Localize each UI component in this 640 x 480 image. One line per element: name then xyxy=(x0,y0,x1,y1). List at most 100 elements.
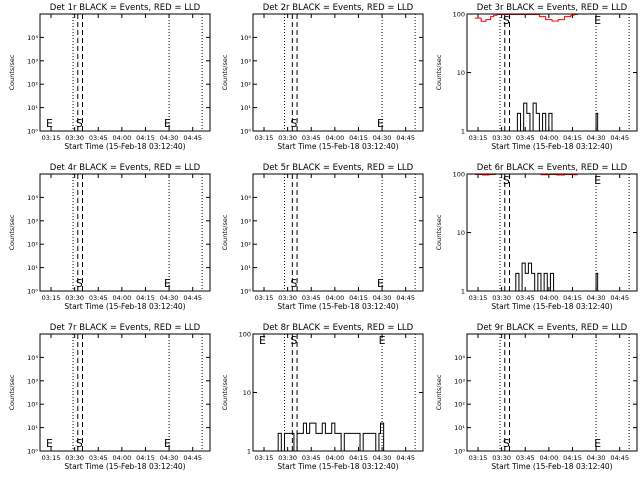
panel-title: Det 9r BLACK = Events, RED = LLD xyxy=(477,323,628,333)
x-tick-label: 04:30 xyxy=(587,294,606,302)
event-marker: S xyxy=(290,334,297,347)
event-marker: E xyxy=(377,277,384,290)
plot-frame xyxy=(39,333,211,452)
y-tick-label: 10² xyxy=(27,81,38,89)
y-tick-label: 10⁰ xyxy=(240,128,251,136)
x-tick-label: 03:45 xyxy=(89,294,108,302)
x-tick-label: 04:00 xyxy=(112,294,131,302)
x-tick-label: 03:30 xyxy=(278,294,297,302)
x-tick-label: 03:45 xyxy=(302,294,321,302)
y-axis-label: Counts/sec xyxy=(435,214,443,250)
x-tick-label: 04:45 xyxy=(396,294,415,302)
x-tick-label: 03:15 xyxy=(469,134,488,142)
x-tick-label: 04:45 xyxy=(396,134,415,142)
plot-frame xyxy=(252,13,424,132)
event-marker: S xyxy=(76,117,83,130)
x-axis-label: Start Time (15-Feb-18 03:12:40) xyxy=(277,462,398,471)
event-marker: E xyxy=(259,334,266,347)
y-tick-label: 10² xyxy=(454,401,465,409)
x-tick-label: 04:00 xyxy=(325,454,344,462)
y-tick-label: 10² xyxy=(27,241,38,249)
y-tick-label: 10⁴ xyxy=(27,194,38,202)
x-tick-label: 04:00 xyxy=(325,294,344,302)
y-tick-label: 100 xyxy=(453,11,465,19)
y-tick-label: 10³ xyxy=(27,57,38,65)
x-tick-label: 04:30 xyxy=(373,454,392,462)
x-axis-label: Start Time (15-Feb-18 03:12:40) xyxy=(491,462,612,471)
y-tick-label: 100 xyxy=(453,171,465,179)
x-tick-label: 03:45 xyxy=(89,134,108,142)
y-tick-label: 10³ xyxy=(454,377,465,385)
plot-frame xyxy=(39,173,211,292)
y-tick-label: 10³ xyxy=(27,217,38,225)
x-tick-label: 03:45 xyxy=(516,134,535,142)
event-marker: E xyxy=(46,117,53,130)
panel-title: Det 7r BLACK = Events, RED = LLD xyxy=(50,323,201,333)
x-tick-label: 04:45 xyxy=(610,294,629,302)
event-marker: E xyxy=(377,117,384,130)
x-tick-label: 03:15 xyxy=(255,454,274,462)
y-tick-label: 10⁴ xyxy=(240,194,251,202)
x-tick-label: 03:30 xyxy=(65,454,84,462)
y-tick-label: 10¹ xyxy=(240,264,251,272)
plot-frame xyxy=(466,13,638,132)
panel-title: Det 8r BLACK = Events, RED = LLD xyxy=(263,323,414,333)
y-tick-label: 10¹ xyxy=(27,424,38,432)
event-marker: E xyxy=(164,437,171,450)
event-marker: E xyxy=(594,437,601,450)
y-tick-label: 10¹ xyxy=(454,424,465,432)
panel-det-2r: Det 2r BLACK = Events, RED = LLD 10⁰ 10¹ 10… xyxy=(221,3,424,151)
plot-frame xyxy=(466,173,638,292)
event-marker: S xyxy=(290,117,297,130)
x-axis-label: Start Time (15-Feb-18 03:12:40) xyxy=(64,462,185,471)
panel-title: Det 2r BLACK = Events, RED = LLD xyxy=(263,3,414,13)
event-marker: E xyxy=(594,174,601,187)
x-tick-label: 04:30 xyxy=(373,294,392,302)
event-marker: E xyxy=(46,437,53,450)
x-tick-label: 04:00 xyxy=(539,294,558,302)
x-tick-label: 03:30 xyxy=(65,134,84,142)
event-marker: S xyxy=(503,14,510,27)
series-line xyxy=(474,173,578,176)
x-tick-label: 04:30 xyxy=(587,454,606,462)
panel-title: Det 3r BLACK = Events, RED = LLD xyxy=(477,3,628,13)
x-tick-label: 03:45 xyxy=(302,454,321,462)
x-tick-label: 04:15 xyxy=(349,134,368,142)
event-marker: S xyxy=(76,277,83,290)
x-tick-label: 04:15 xyxy=(136,134,155,142)
x-tick-label: 04:00 xyxy=(539,134,558,142)
y-tick-label: 10 xyxy=(457,69,465,77)
y-tick-label: 10² xyxy=(240,81,251,89)
x-tick-label: 04:15 xyxy=(563,294,582,302)
y-tick-label: 1 xyxy=(461,128,465,136)
x-tick-label: 03:45 xyxy=(516,454,535,462)
panel-det-4r: Det 4r BLACK = Events, RED = LLD 10⁰ 10¹ 10… xyxy=(8,163,211,311)
x-tick-label: 04:00 xyxy=(112,454,131,462)
y-tick-label: 10³ xyxy=(27,377,38,385)
x-tick-label: 03:30 xyxy=(492,454,511,462)
event-marker: S xyxy=(290,277,297,290)
y-axis-label: Counts/sec xyxy=(221,54,229,90)
x-tick-label: 04:00 xyxy=(112,134,131,142)
x-tick-label: 04:30 xyxy=(160,134,179,142)
x-tick-label: 03:45 xyxy=(89,454,108,462)
y-tick-label: 10⁰ xyxy=(240,288,251,296)
event-marker: S xyxy=(503,174,510,187)
y-tick-label: 100 xyxy=(239,331,251,339)
x-tick-label: 03:15 xyxy=(469,294,488,302)
series-line xyxy=(512,262,599,292)
event-marker: E xyxy=(164,277,171,290)
x-tick-label: 04:00 xyxy=(539,454,558,462)
y-axis-label: Counts/sec xyxy=(221,214,229,250)
panel-det-5r: Det 5r BLACK = Events, RED = LLD 10⁰ 10¹ 10… xyxy=(221,163,424,311)
x-tick-label: 03:15 xyxy=(42,454,61,462)
y-axis-label: Counts/sec xyxy=(435,374,443,410)
y-axis-label: Counts/sec xyxy=(221,374,229,410)
event-marker: S xyxy=(503,437,510,450)
x-tick-label: 04:15 xyxy=(563,454,582,462)
panel-det-8r: Det 8r BLACK = Events, RED = LLD 1 10 100 Co… xyxy=(221,323,424,471)
x-tick-label: 03:30 xyxy=(278,134,297,142)
event-marker: E xyxy=(379,334,386,347)
x-axis-label: Start Time (15-Feb-18 03:12:40) xyxy=(277,142,398,151)
x-axis-label: Start Time (15-Feb-18 03:12:40) xyxy=(491,302,612,311)
